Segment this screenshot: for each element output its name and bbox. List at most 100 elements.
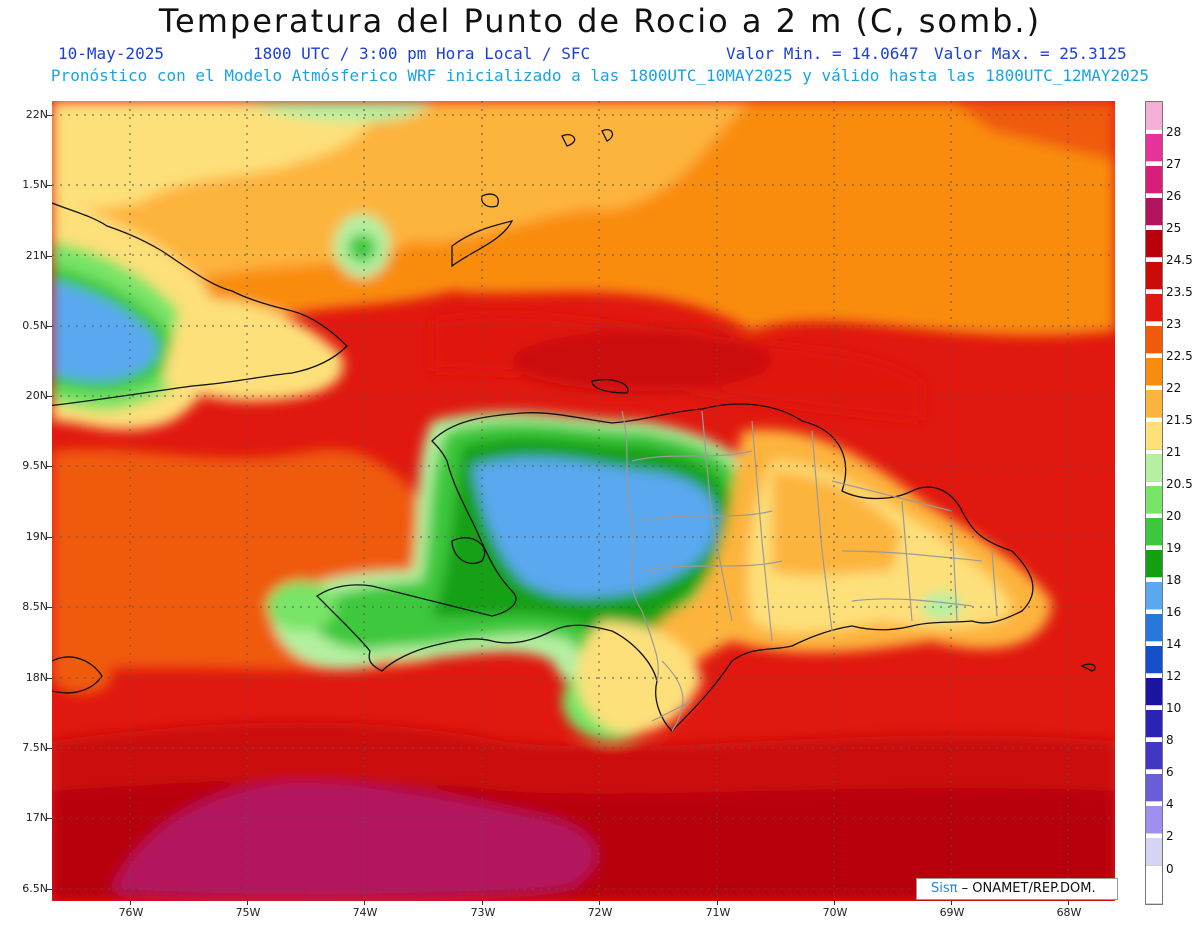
legend-label: 4 bbox=[1166, 797, 1174, 811]
lat-tick bbox=[47, 748, 52, 749]
legend-label: 2 bbox=[1166, 829, 1174, 843]
legend-label: 24.5 bbox=[1166, 253, 1193, 267]
legend-swatch bbox=[1146, 134, 1162, 162]
legend-swatch bbox=[1146, 486, 1162, 514]
lon-tick bbox=[717, 901, 718, 905]
legend-label: 26 bbox=[1166, 189, 1182, 203]
legend-swatch bbox=[1146, 678, 1162, 706]
legend-label: 6 bbox=[1166, 765, 1174, 779]
lon-label: 71W bbox=[705, 906, 731, 919]
lat-tick bbox=[47, 818, 52, 819]
lat-tick bbox=[47, 115, 52, 116]
lat-label: 20N bbox=[25, 389, 48, 402]
forecast-date: 10-May-2025 bbox=[58, 44, 164, 63]
map-title: Temperatura del Punto de Rocio a 2 m (C,… bbox=[158, 2, 1042, 40]
legend-swatch bbox=[1146, 614, 1162, 642]
lon-tick bbox=[247, 901, 248, 905]
lat-tick bbox=[47, 396, 52, 397]
lon-tick bbox=[130, 901, 131, 905]
lat-tick bbox=[47, 678, 52, 679]
legend-swatch bbox=[1146, 326, 1162, 354]
legend-label: 20 bbox=[1166, 509, 1182, 523]
legend-swatch bbox=[1146, 518, 1162, 546]
lat-tick bbox=[47, 607, 52, 608]
legend-swatch bbox=[1146, 422, 1162, 450]
lat-label: 17N bbox=[25, 811, 48, 824]
min-value: Valor Min. = 14.0647 bbox=[726, 44, 919, 63]
lon-label: 69W bbox=[939, 906, 965, 919]
legend-swatch bbox=[1146, 166, 1162, 194]
legend-label: 23 bbox=[1166, 317, 1182, 331]
legend-label: 10 bbox=[1166, 701, 1182, 715]
legend-swatch bbox=[1146, 230, 1162, 258]
legend-swatch bbox=[1146, 774, 1162, 802]
lat-label: 7.5N bbox=[22, 741, 48, 754]
lon-tick bbox=[1068, 901, 1069, 905]
forecast-time: 1800 UTC / 3:00 pm Hora Local / SFC bbox=[253, 44, 591, 63]
lon-label: 75W bbox=[235, 906, 261, 919]
legend-label: 12 bbox=[1166, 669, 1182, 683]
coastlines bbox=[52, 129, 1096, 732]
lat-tick bbox=[47, 256, 52, 257]
provincial-borders bbox=[621, 410, 998, 732]
legend-swatch bbox=[1146, 294, 1162, 322]
legend-label: 21.5 bbox=[1166, 413, 1193, 427]
legend-label: 16 bbox=[1166, 605, 1182, 619]
legend-swatch bbox=[1146, 742, 1162, 770]
model-subtitle: Pronóstico con el Modelo Atmósferico WRF… bbox=[50, 66, 1150, 85]
graticule bbox=[52, 101, 1115, 901]
sispi-logo: Sisπ bbox=[931, 881, 958, 896]
legend-label: 14 bbox=[1166, 637, 1182, 651]
lon-label: 76W bbox=[118, 906, 144, 919]
legend-swatch bbox=[1146, 710, 1162, 738]
lat-label: 9.5N bbox=[22, 459, 48, 472]
legend-swatch bbox=[1146, 198, 1162, 226]
legend-label: 28 bbox=[1166, 125, 1182, 139]
lat-label: 22N bbox=[25, 108, 48, 121]
legend-swatch bbox=[1146, 806, 1162, 834]
legend-label: 19 bbox=[1166, 541, 1182, 555]
lat-label: 0.5N bbox=[22, 319, 48, 332]
legend-label: 27 bbox=[1166, 157, 1182, 171]
legend-swatch bbox=[1146, 838, 1162, 866]
lat-label: 18N bbox=[25, 671, 48, 684]
lat-tick bbox=[47, 466, 52, 467]
lon-tick bbox=[834, 901, 835, 905]
lat-tick bbox=[47, 185, 52, 186]
legend-swatch bbox=[1146, 454, 1162, 482]
color-legend bbox=[1145, 101, 1163, 905]
lat-label: 21N bbox=[25, 249, 48, 262]
dewpoint-map bbox=[52, 101, 1115, 901]
max-value: Valor Max. = 25.3125 bbox=[934, 44, 1127, 63]
lat-tick bbox=[47, 537, 52, 538]
legend-swatch bbox=[1146, 358, 1162, 386]
legend-swatch bbox=[1146, 390, 1162, 418]
legend-label: 25 bbox=[1166, 221, 1182, 235]
legend-label: 21 bbox=[1166, 445, 1182, 459]
lon-tick bbox=[482, 901, 483, 905]
header-info-line: 10-May-2025 1800 UTC / 3:00 pm Hora Loca… bbox=[0, 44, 1200, 64]
legend-label: 22.5 bbox=[1166, 349, 1193, 363]
legend-label: 23.5 bbox=[1166, 285, 1193, 299]
legend-label: 22 bbox=[1166, 381, 1182, 395]
lon-label: 68W bbox=[1056, 906, 1082, 919]
lon-tick bbox=[599, 901, 600, 905]
legend-swatch bbox=[1146, 262, 1162, 290]
legend-swatch bbox=[1146, 102, 1162, 130]
legend-label: 0 bbox=[1166, 862, 1174, 876]
legend-label: 20.5 bbox=[1166, 477, 1193, 491]
lat-tick bbox=[47, 889, 52, 890]
lon-label: 70W bbox=[822, 906, 848, 919]
legend-label: 8 bbox=[1166, 733, 1174, 747]
lat-tick bbox=[47, 326, 52, 327]
legend-swatch bbox=[1146, 870, 1162, 904]
legend-swatch bbox=[1146, 646, 1162, 674]
credit-text: – ONAMET/REP.DOM. bbox=[961, 881, 1096, 896]
lat-label: 1.5N bbox=[22, 178, 48, 191]
lat-label: 8.5N bbox=[22, 600, 48, 613]
credit-box: Sisπ – ONAMET/REP.DOM. bbox=[916, 878, 1118, 900]
legend-label: 18 bbox=[1166, 573, 1182, 587]
lon-tick bbox=[951, 901, 952, 905]
lon-label: 74W bbox=[352, 906, 378, 919]
legend-swatch bbox=[1146, 550, 1162, 578]
